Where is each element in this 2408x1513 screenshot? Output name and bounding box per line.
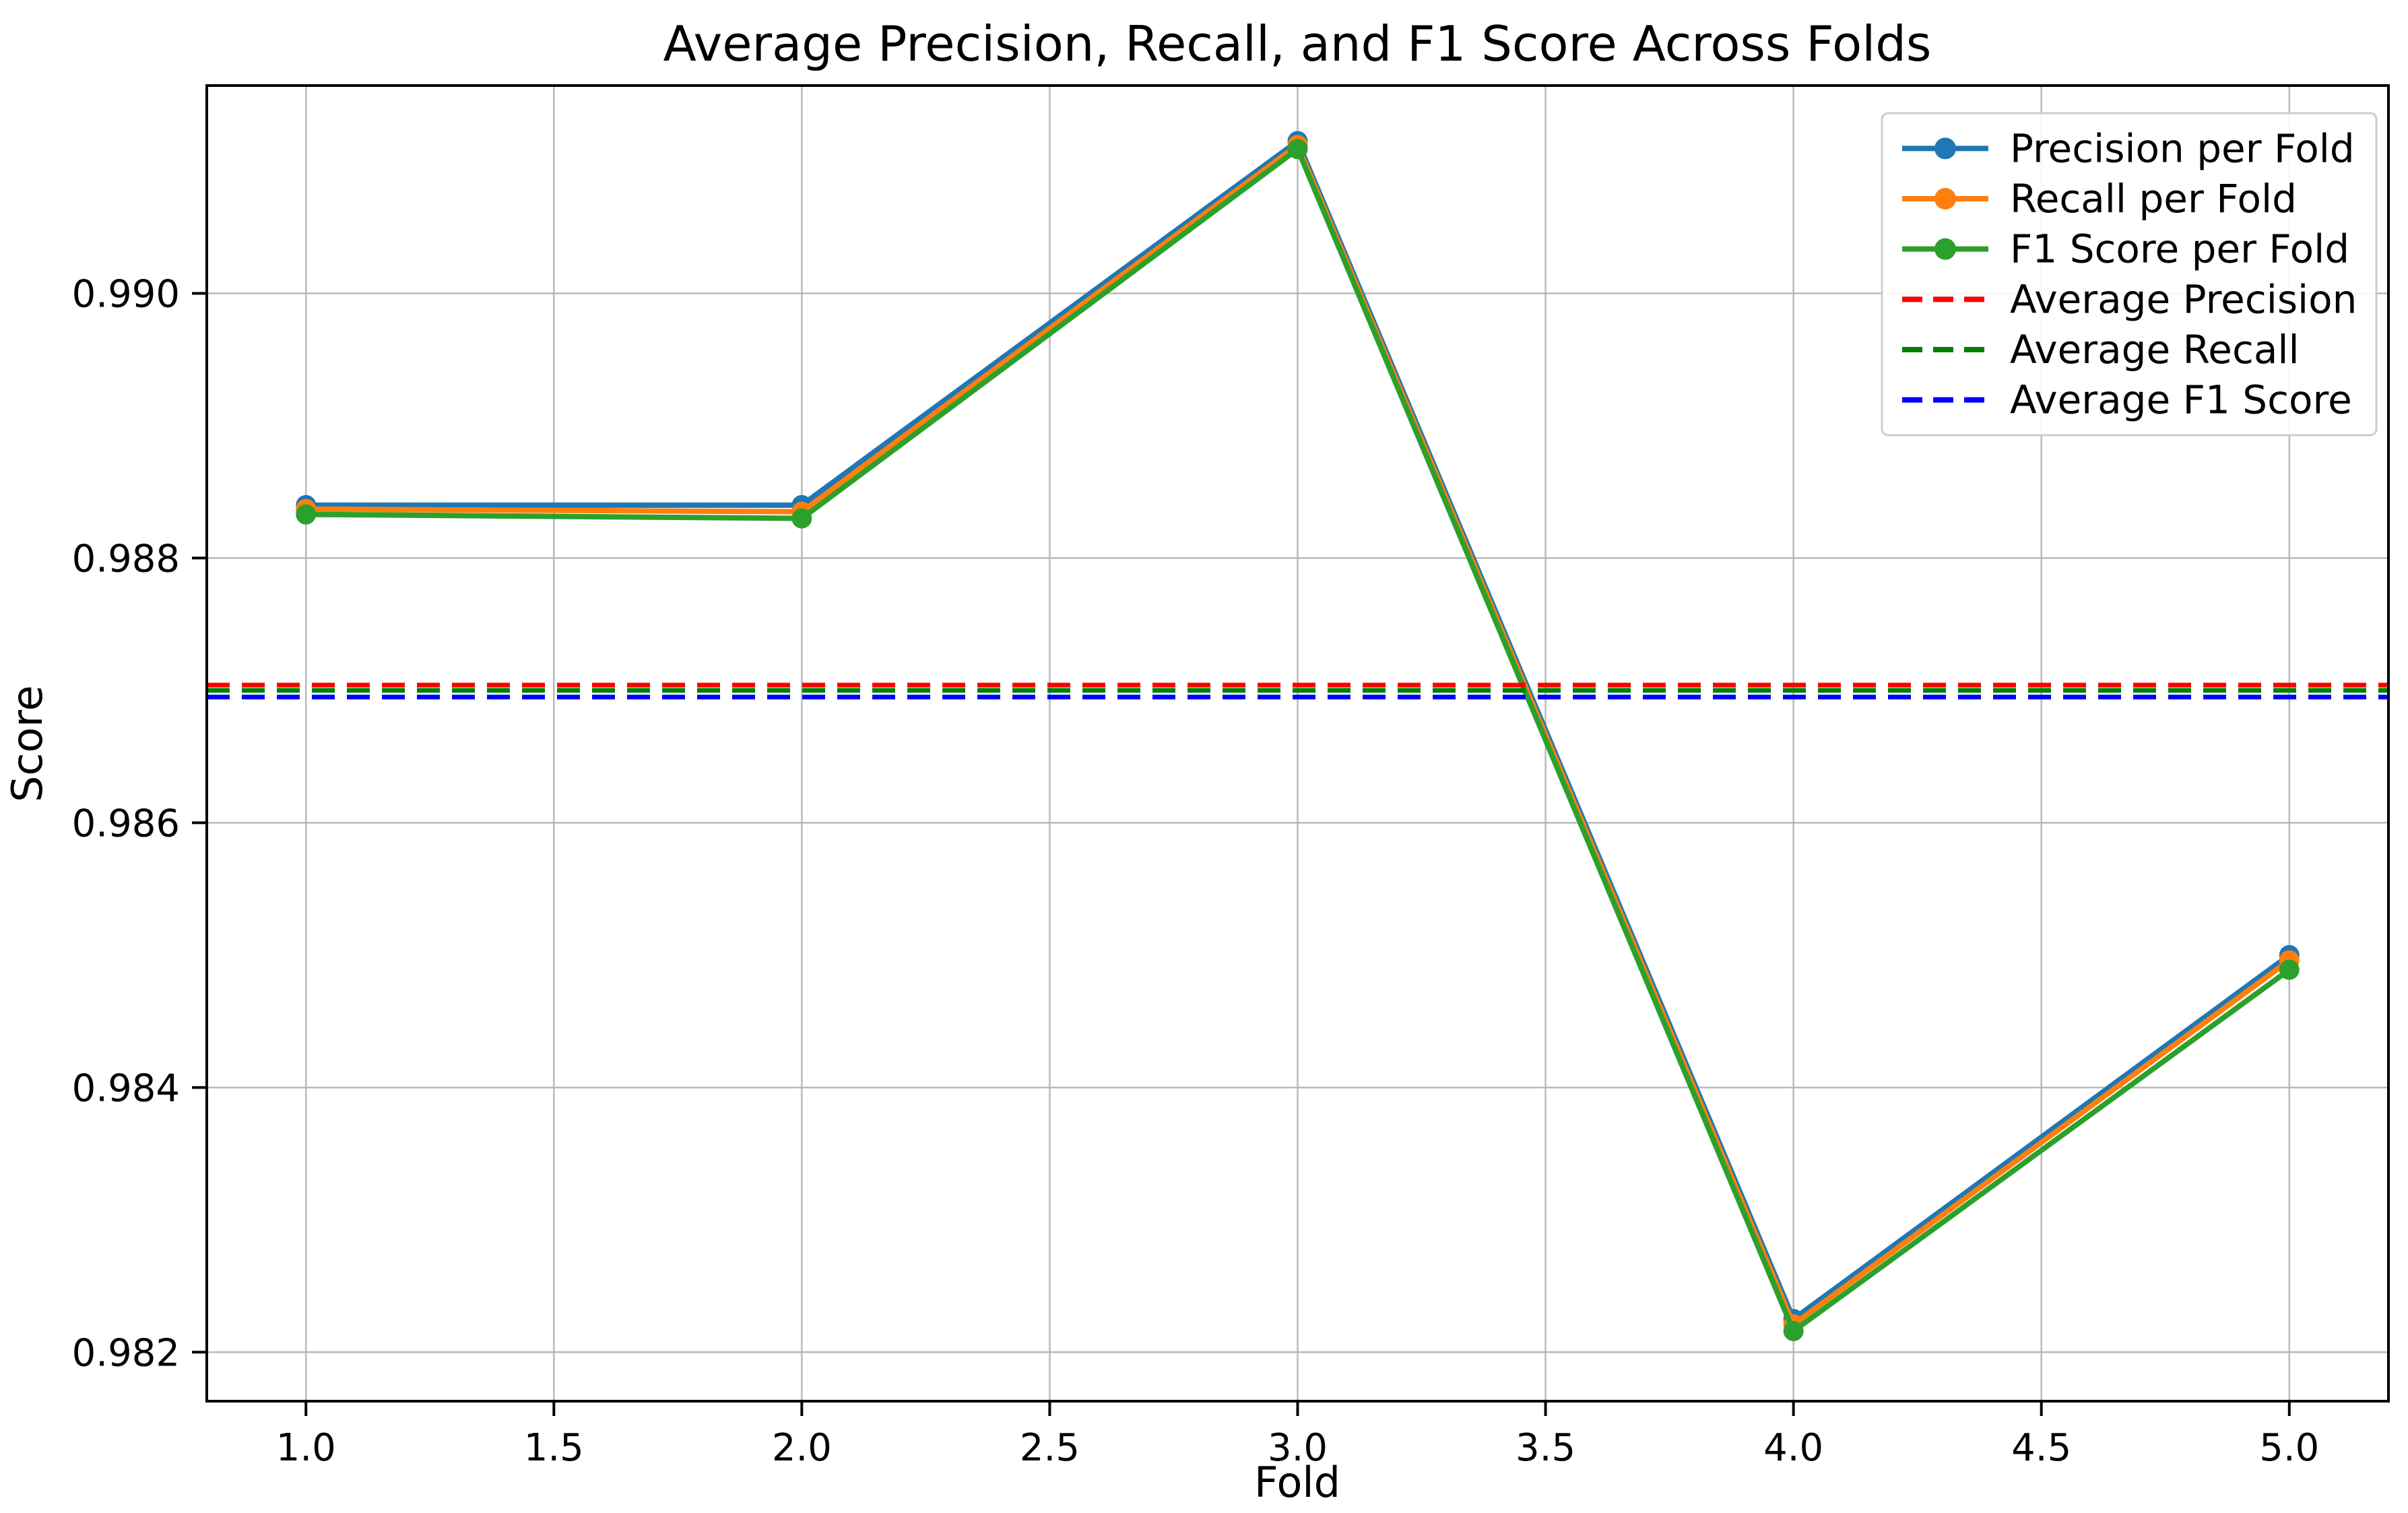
x-tick-label: 3.0 bbox=[1268, 1426, 1328, 1470]
y-tick-label: 0.988 bbox=[72, 537, 180, 581]
legend-sample-marker bbox=[1934, 137, 1956, 160]
legend-label: Average Precision bbox=[2010, 276, 2357, 322]
legend-item: Recall per Fold bbox=[1902, 176, 2297, 222]
x-tick-label: 2.0 bbox=[772, 1426, 832, 1470]
data-point bbox=[1287, 139, 1308, 160]
data-point bbox=[2279, 959, 2300, 980]
x-tick-label: 1.0 bbox=[276, 1426, 336, 1470]
legend-item: Average Precision bbox=[1902, 276, 2357, 322]
y-tick-label: 0.986 bbox=[72, 802, 180, 845]
data-point bbox=[791, 508, 812, 529]
legend-label: Precision per Fold bbox=[2010, 125, 2355, 171]
x-tick-label: 5.0 bbox=[2259, 1426, 2319, 1470]
y-axis-label: Score bbox=[3, 685, 52, 802]
legend-item: Average Recall bbox=[1902, 327, 2300, 373]
series-layer bbox=[296, 131, 2300, 1341]
x-tick-label: 1.5 bbox=[524, 1426, 584, 1470]
y-tick-label: 0.990 bbox=[72, 272, 180, 316]
legend-label: Average Recall bbox=[2010, 327, 2300, 373]
legend-label: Recall per Fold bbox=[2010, 176, 2297, 222]
x-tick-label: 2.5 bbox=[1020, 1426, 1080, 1470]
legend-label: F1 Score per Fold bbox=[2010, 226, 2349, 272]
legend-item: Average F1 Score bbox=[1902, 377, 2352, 423]
legend-item: F1 Score per Fold bbox=[1902, 226, 2349, 272]
average-lines-layer bbox=[207, 682, 2388, 700]
data-point bbox=[296, 504, 317, 525]
legend-sample-marker bbox=[1934, 238, 1956, 260]
series-f1-score-per-fold bbox=[296, 139, 2300, 1341]
legend-box bbox=[1881, 112, 2378, 437]
x-axis-label: Fold bbox=[1254, 1458, 1340, 1507]
x-tick-label: 4.0 bbox=[1763, 1426, 1823, 1470]
y-tick-label: 0.982 bbox=[72, 1331, 180, 1375]
y-tick-label: 0.984 bbox=[72, 1066, 180, 1110]
legend-item: Precision per Fold bbox=[1902, 125, 2355, 171]
data-point bbox=[1783, 1320, 1804, 1341]
x-tick-label: 4.5 bbox=[2011, 1426, 2071, 1470]
tick-layer: 1.0 1.5 2.0 2.5 3.0 3.5 4.0 4.5 5.0 0.982 0.984 0.9… bbox=[72, 272, 2320, 1470]
chart-title: Average Precision, Recall, and F1 Score … bbox=[663, 15, 1932, 72]
legend-label: Average F1 Score bbox=[2010, 377, 2352, 423]
legend-sample-marker bbox=[1934, 188, 1956, 210]
x-tick-label: 3.5 bbox=[1516, 1426, 1575, 1470]
